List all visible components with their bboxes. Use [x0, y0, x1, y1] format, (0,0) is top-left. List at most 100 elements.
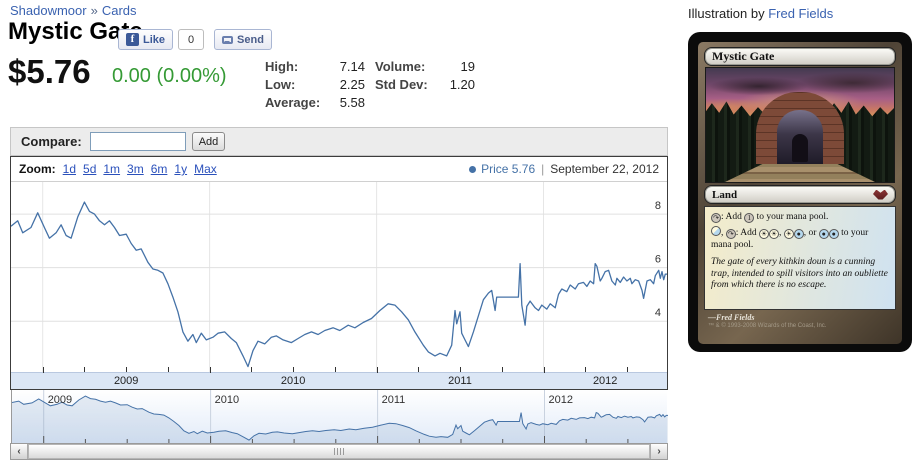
- thumb-grip-icon: [340, 448, 341, 455]
- chart-navigator[interactable]: 2009 2010 2011 2012: [11, 390, 668, 443]
- quarter-tick: [418, 367, 420, 372]
- legend-separator: |: [541, 162, 545, 176]
- stat-value: 7.14: [339, 59, 365, 74]
- card-copyright: ™ & © 1993-2008 Wizards of the Coast, In…: [708, 323, 827, 329]
- zoom-range-max[interactable]: Max: [194, 162, 217, 176]
- chart-scrollbar: ‹ ›: [10, 443, 668, 460]
- card-frame: Mystic Gate Land ↷: Add 1 to your mana p…: [698, 42, 902, 344]
- thumb-grip-icon: [334, 448, 335, 455]
- year-tick: [543, 367, 545, 373]
- figure-silhouette: [792, 133, 808, 162]
- stat-value: 2.25: [339, 77, 365, 92]
- zoom-range-links: 1d 5d 1m 3m 6m 1y Max: [56, 162, 217, 176]
- card-title-bar: Mystic Gate: [704, 47, 896, 66]
- add-compare-button[interactable]: Add: [191, 132, 226, 151]
- card-artist-credit: —Fred Fields: [708, 313, 755, 322]
- navigator-year-label: 2010: [215, 394, 239, 406]
- y-axis-label: 4: [655, 307, 661, 319]
- quarter-tick: [501, 367, 503, 372]
- facebook-like-button[interactable]: f Like: [118, 29, 174, 50]
- navigator-area: [12, 396, 668, 443]
- illustration-prefix: Illustration by: [688, 6, 765, 21]
- stat-value: 1.20: [449, 77, 475, 92]
- facebook-send-button[interactable]: Send: [214, 29, 272, 50]
- mana-symbol-w-u-icon: [711, 225, 721, 236]
- year-tick: [209, 367, 211, 373]
- scrollbar-right-button[interactable]: ›: [650, 444, 667, 459]
- breadcrumb-separator: »: [90, 3, 98, 18]
- legend-date: September 22, 2012: [550, 162, 659, 176]
- card-art: [705, 67, 895, 183]
- stat-label: Std Dev:: [375, 77, 428, 92]
- thumb-grip-icon: [343, 448, 344, 455]
- breadcrumb-link-set[interactable]: Shadowmoor: [10, 3, 87, 18]
- zoom-range-1m[interactable]: 1m: [103, 162, 121, 176]
- like-button-label: Like: [143, 33, 166, 46]
- thumb-grip-icon: [337, 448, 338, 455]
- navigator-year-label: 2012: [549, 394, 573, 406]
- price-line: [10, 201, 667, 368]
- right-arrow-icon: ›: [657, 446, 661, 457]
- quarter-tick: [293, 367, 295, 372]
- mana-symbol-t-icon: ↷: [725, 228, 736, 239]
- price-stats-column-2: Volume: 19 Std Dev: 1.20: [375, 59, 475, 95]
- card-rule-line: , ↷: Add ☀ ☀, ☀ ●, or ● ● to your mana pool…: [711, 225, 869, 250]
- price-chart-svg[interactable]: 4 6 8: [10, 182, 667, 372]
- breadcrumb-link-cards[interactable]: Cards: [101, 3, 137, 18]
- navigator-svg[interactable]: 2009 2010 2011 2012: [11, 390, 668, 443]
- current-price: $5.76: [8, 53, 91, 90]
- card-image: Mystic Gate Land ↷: Add 1 to your mana p…: [688, 32, 912, 352]
- compare-bar: Compare: Add: [10, 127, 668, 156]
- stat-label: Average:: [265, 95, 321, 110]
- stat-label: Volume:: [375, 59, 426, 74]
- quarter-tick: [460, 367, 461, 372]
- legend-price: Price 5.76: [481, 162, 536, 176]
- stat-stddev: Std Dev: 1.20: [375, 77, 475, 95]
- quarter-tick: [84, 367, 86, 372]
- quarter-tick: [251, 367, 253, 372]
- scrollbar-left-button[interactable]: ‹: [11, 444, 28, 459]
- quarter-tick: [167, 367, 169, 372]
- card-text-box: ↷: Add 1 to your mana pool. , ↷: Add ☀ ☀,…: [704, 206, 896, 310]
- compare-input[interactable]: [89, 132, 186, 151]
- mana-symbol-1-icon: 1: [744, 213, 755, 223]
- send-button-label: Send: [237, 33, 264, 46]
- mana-symbol-t-icon: ↷: [711, 213, 721, 223]
- zoom-range-6m[interactable]: 6m: [150, 162, 168, 176]
- card-type-line: Land: [712, 188, 738, 201]
- zoom-range-1y[interactable]: 1y: [174, 162, 188, 176]
- series-dot-icon: [469, 165, 477, 173]
- navigator-line: [11, 395, 668, 441]
- price-stats-column-1: High: 7.14 Low: 2.25 Average: 5.58: [265, 59, 365, 113]
- stat-average: Average: 5.58: [265, 95, 365, 113]
- mana-symbol-u-icon: ●: [793, 228, 804, 239]
- stat-high: High: 7.14: [265, 59, 365, 77]
- social-buttons: f Like 0 Send: [118, 29, 272, 50]
- card-credits: —Fred Fields ™ & © 1993-2008 Wizards of …: [704, 310, 896, 329]
- price-chart[interactable]: 4 6 8: [10, 182, 667, 372]
- mana-symbol-u-icon: ●: [818, 228, 829, 239]
- year-tick: [376, 367, 378, 373]
- zoom-range-1d[interactable]: 1d: [62, 162, 77, 176]
- stat-value: 5.58: [339, 95, 365, 110]
- x-axis-year-label: 2012: [592, 375, 618, 387]
- y-axis-label: 8: [655, 200, 661, 212]
- scrollbar-thumb[interactable]: [28, 444, 650, 459]
- card-flavor-text: The gate of every kithkin doun is a cunn…: [711, 256, 888, 291]
- card-rule-line: ↷: Add 1 to your mana pool.: [711, 212, 889, 224]
- zoom-label: Zoom:: [19, 162, 56, 176]
- quarter-tick: [334, 367, 336, 372]
- zoom-range-5d[interactable]: 5d: [83, 162, 97, 176]
- illustration-credit: Illustration by Fred Fields: [688, 6, 833, 21]
- navigator-year-label: 2009: [48, 394, 72, 406]
- artist-link[interactable]: Fred Fields: [768, 6, 834, 21]
- compare-label: Compare:: [21, 134, 82, 149]
- mana-symbol-w-icon: ☀: [783, 228, 794, 239]
- facebook-icon: f: [126, 33, 139, 46]
- stat-value: 19: [460, 59, 475, 74]
- breadcrumb: Shadowmoor» Cards: [10, 3, 137, 18]
- year-tick: [42, 367, 44, 373]
- zoom-range-3m[interactable]: 3m: [127, 162, 144, 176]
- x-axis-year-label: 2010: [280, 375, 306, 387]
